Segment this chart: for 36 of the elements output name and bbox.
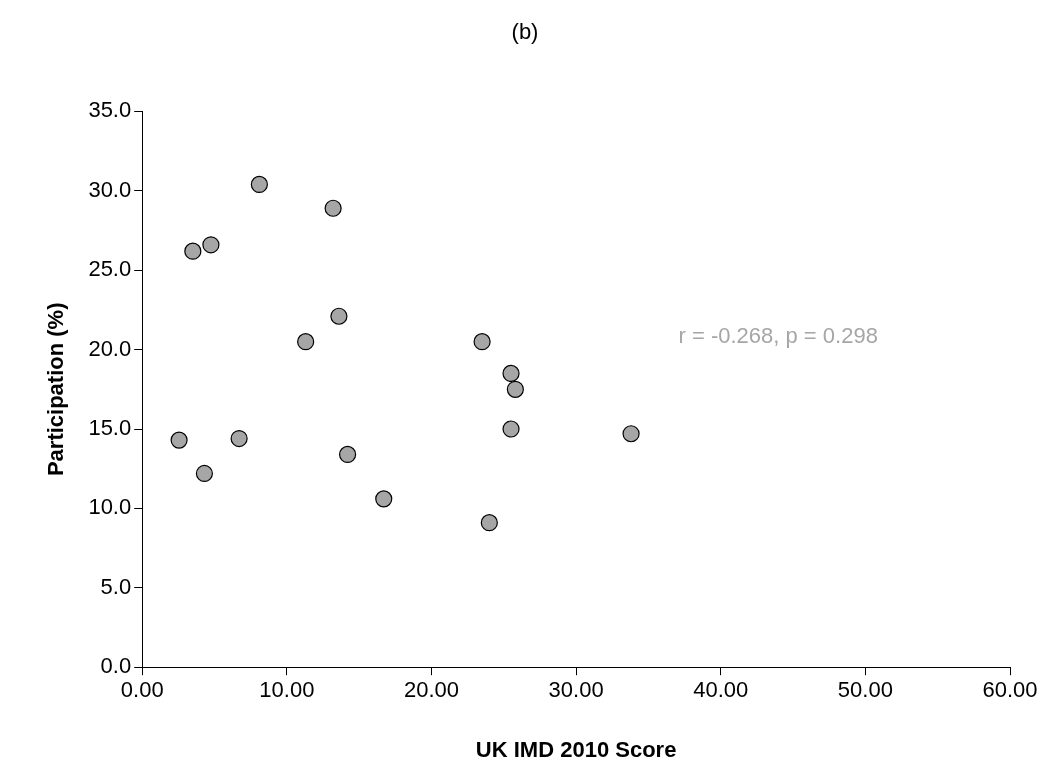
x-tick-label: 60.00 <box>982 677 1038 703</box>
y-tick-label: 5.0 <box>100 573 132 599</box>
point <box>170 431 188 449</box>
point <box>230 429 248 448</box>
point <box>250 175 268 194</box>
y-axis-title: Participation (%) <box>43 302 69 477</box>
x-axis-title: UK IMD 2010 Score <box>475 736 677 762</box>
x-tick-label: 40.00 <box>693 677 749 703</box>
point <box>622 425 640 443</box>
point <box>502 364 520 383</box>
point <box>202 236 220 254</box>
point <box>297 333 315 351</box>
point <box>330 307 348 325</box>
y-tick-label: 10.0 <box>88 494 132 520</box>
point <box>502 420 520 438</box>
x-tick-label: 50.00 <box>837 677 893 703</box>
x-tick-label: 20.00 <box>403 677 460 703</box>
annotation: r = -0.268, p = 0.298 <box>678 322 878 348</box>
y-tick-label: 30.0 <box>88 176 132 202</box>
point <box>375 490 393 508</box>
x-tick-label: 30.00 <box>548 677 604 703</box>
point <box>480 514 498 532</box>
point <box>195 464 214 483</box>
y-tick-label: 20.0 <box>88 335 132 361</box>
x-tick-label: 10.00 <box>259 677 315 703</box>
y-tick-label: 25.0 <box>88 256 132 282</box>
x-tick-label: 0.00 <box>120 677 164 703</box>
y-tick-label: 35.0 <box>88 97 132 123</box>
chart-title: (b) <box>511 19 539 45</box>
point <box>324 199 342 217</box>
y-tick-label: 15.0 <box>88 415 132 441</box>
y-tick-label: 0.0 <box>100 653 132 679</box>
point <box>338 445 357 464</box>
point <box>473 333 491 351</box>
point <box>184 242 202 260</box>
point <box>506 380 524 398</box>
